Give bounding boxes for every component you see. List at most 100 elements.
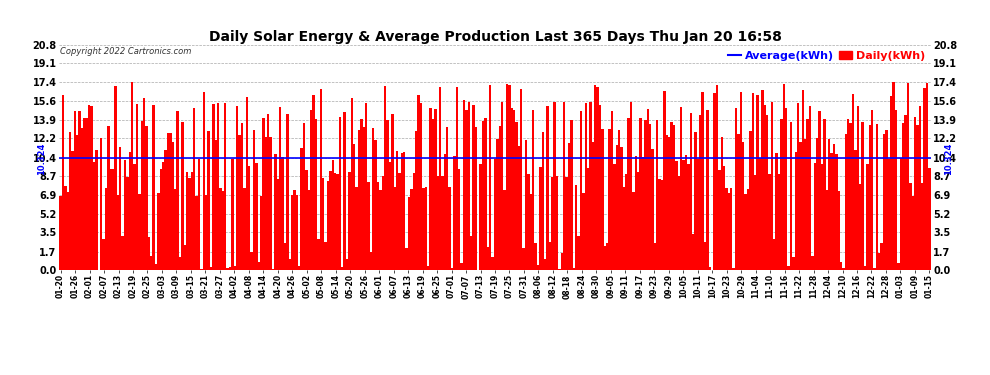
Bar bbox=[697, 159, 699, 270]
Bar bbox=[558, 268, 560, 270]
Bar bbox=[601, 129, 604, 270]
Bar bbox=[332, 160, 334, 270]
Bar bbox=[842, 268, 844, 270]
Bar bbox=[890, 96, 892, 270]
Bar bbox=[756, 95, 758, 270]
Bar bbox=[220, 188, 222, 270]
Bar bbox=[895, 110, 897, 270]
Bar bbox=[900, 158, 902, 270]
Bar bbox=[749, 131, 751, 270]
Bar bbox=[897, 263, 900, 270]
Bar bbox=[396, 151, 398, 270]
Bar bbox=[313, 95, 315, 270]
Bar bbox=[61, 95, 64, 270]
Bar bbox=[658, 179, 661, 270]
Bar bbox=[458, 169, 460, 270]
Bar bbox=[501, 102, 503, 270]
Bar bbox=[582, 194, 584, 270]
Bar bbox=[594, 85, 596, 270]
Bar bbox=[716, 85, 718, 270]
Bar bbox=[174, 189, 176, 270]
Bar bbox=[587, 168, 589, 270]
Bar bbox=[339, 117, 341, 270]
Bar bbox=[508, 85, 511, 270]
Bar bbox=[570, 120, 572, 270]
Bar bbox=[389, 162, 391, 270]
Bar bbox=[344, 112, 346, 270]
Bar bbox=[215, 140, 217, 270]
Bar bbox=[320, 89, 322, 270]
Bar bbox=[885, 130, 888, 270]
Bar bbox=[281, 157, 284, 270]
Bar bbox=[828, 139, 831, 270]
Bar bbox=[766, 114, 768, 270]
Bar bbox=[384, 86, 386, 270]
Bar bbox=[212, 104, 215, 270]
Bar bbox=[859, 184, 861, 270]
Bar bbox=[394, 188, 396, 270]
Bar bbox=[430, 108, 432, 270]
Bar bbox=[257, 261, 260, 270]
Bar bbox=[544, 259, 546, 270]
Bar bbox=[117, 195, 119, 270]
Bar bbox=[379, 190, 381, 270]
Bar bbox=[880, 243, 883, 270]
Bar bbox=[362, 127, 365, 270]
Bar bbox=[315, 119, 317, 270]
Bar bbox=[475, 127, 477, 270]
Bar bbox=[714, 93, 716, 270]
Bar bbox=[861, 122, 863, 270]
Bar bbox=[914, 117, 917, 270]
Bar bbox=[325, 242, 327, 270]
Bar bbox=[348, 172, 350, 270]
Bar bbox=[699, 115, 702, 270]
Bar bbox=[604, 246, 606, 270]
Bar bbox=[90, 106, 93, 270]
Bar bbox=[873, 268, 876, 270]
Bar bbox=[503, 190, 506, 270]
Bar bbox=[179, 256, 181, 270]
Bar bbox=[836, 154, 838, 270]
Bar bbox=[577, 236, 580, 270]
Bar bbox=[515, 122, 518, 270]
Bar bbox=[568, 143, 570, 270]
Bar bbox=[866, 164, 868, 270]
Bar bbox=[924, 88, 926, 270]
Bar bbox=[69, 132, 71, 270]
Bar bbox=[738, 134, 740, 270]
Bar bbox=[876, 124, 878, 270]
Bar bbox=[71, 151, 73, 270]
Bar bbox=[633, 192, 635, 270]
Bar bbox=[322, 177, 325, 270]
Bar bbox=[246, 97, 248, 270]
Bar bbox=[854, 150, 856, 270]
Bar bbox=[809, 106, 811, 270]
Bar bbox=[162, 162, 164, 270]
Bar bbox=[229, 267, 232, 270]
Bar bbox=[525, 140, 528, 270]
Bar bbox=[651, 149, 653, 270]
Bar bbox=[398, 173, 401, 270]
Text: 10.324: 10.324 bbox=[37, 142, 46, 174]
Bar bbox=[792, 257, 795, 270]
Bar bbox=[360, 118, 362, 270]
Bar bbox=[337, 174, 339, 270]
Bar bbox=[675, 161, 677, 270]
Bar bbox=[816, 138, 819, 270]
Bar bbox=[851, 94, 854, 270]
Bar bbox=[770, 102, 773, 270]
Bar bbox=[589, 102, 592, 270]
Bar bbox=[183, 245, 186, 270]
Bar bbox=[635, 156, 637, 270]
Bar bbox=[415, 131, 418, 270]
Bar bbox=[455, 87, 458, 270]
Bar bbox=[611, 111, 613, 270]
Bar bbox=[264, 137, 267, 270]
Bar bbox=[919, 106, 921, 270]
Bar bbox=[154, 264, 157, 270]
Bar bbox=[122, 237, 124, 270]
Bar bbox=[64, 186, 66, 270]
Bar bbox=[811, 256, 814, 270]
Bar bbox=[350, 99, 353, 270]
Bar bbox=[462, 100, 465, 270]
